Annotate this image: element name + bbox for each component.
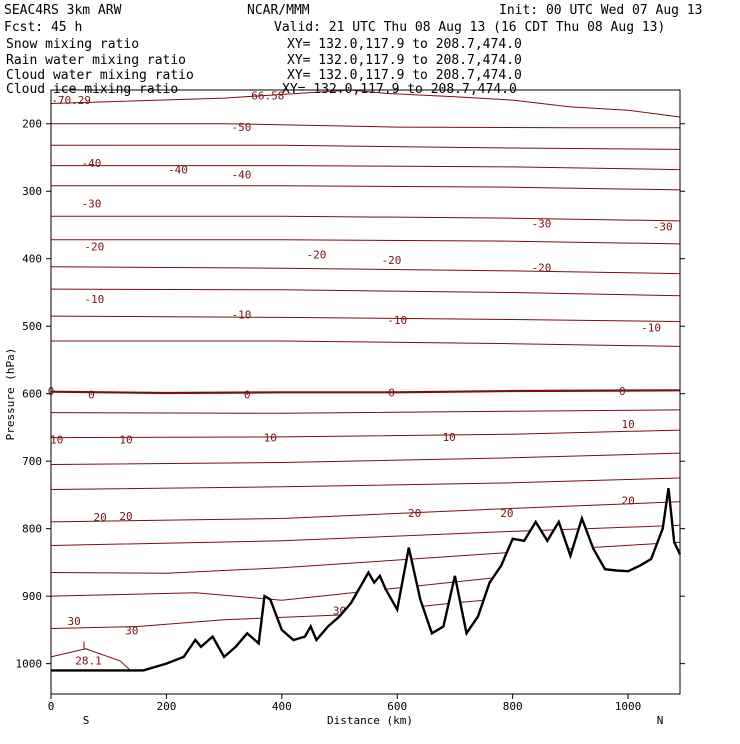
terrain-mask bbox=[51, 488, 680, 694]
x-tick-label: 400 bbox=[272, 700, 292, 713]
forecast-hour: Fcst: 45 h bbox=[4, 20, 82, 35]
x-axis-label: Distance (km) bbox=[327, 714, 413, 727]
contour-label: -10 bbox=[84, 293, 104, 306]
contour-label: 10 bbox=[443, 431, 456, 444]
x-tick-label: 0 bbox=[48, 700, 55, 713]
isotherm-line bbox=[50, 389, 681, 395]
contour-label: -10 bbox=[641, 322, 661, 335]
terrain-layer bbox=[51, 488, 682, 694]
contour-label: -70.29 bbox=[51, 94, 91, 107]
contour-label: 20 bbox=[93, 511, 106, 524]
isotherm-line bbox=[51, 239, 681, 245]
isotherm-line bbox=[50, 89, 681, 118]
y-tick-label: 500 bbox=[22, 320, 42, 333]
contour-label: 0 bbox=[88, 388, 95, 401]
field-name-snow: Snow mixing ratio bbox=[6, 37, 139, 52]
contour-label: 20 bbox=[408, 507, 421, 520]
contour-label: -40 bbox=[81, 157, 101, 170]
y-tick-label: 600 bbox=[22, 388, 42, 401]
valid-time: Valid: 21 UTC Thu 08 Aug 13 (16 CDT Thu … bbox=[274, 20, 665, 35]
contour-label: -30 bbox=[653, 220, 673, 233]
field-legend: Snow mixing ratio XY= 132.0,117.9 to 208… bbox=[6, 37, 522, 97]
org-label: NCAR/MMM bbox=[247, 3, 310, 18]
y-tick-label: 800 bbox=[22, 523, 42, 536]
isotherm-line bbox=[51, 123, 680, 129]
isotherm-line bbox=[50, 315, 681, 322]
isotherm-line bbox=[50, 429, 681, 439]
field-name-rain: Rain water mixing ratio bbox=[6, 53, 186, 68]
contour-label: 28.1 bbox=[75, 654, 102, 667]
init-time: Init: 00 UTC Wed 07 Aug 13 bbox=[499, 3, 703, 18]
x-tick-label: 1000 bbox=[615, 700, 642, 713]
y-tick-label: 400 bbox=[22, 253, 42, 266]
plot-frame bbox=[50, 89, 681, 695]
contour-label: 20 bbox=[119, 510, 132, 523]
field-xy-snow: XY= 132.0,117.9 to 208.7,474.0 bbox=[287, 37, 522, 52]
x-tick-label: 600 bbox=[387, 700, 407, 713]
isotherm-line bbox=[51, 185, 681, 191]
contour-label: -20 bbox=[382, 254, 402, 267]
contour-label: L bbox=[82, 639, 89, 652]
y-tick-label: 1000 bbox=[16, 658, 43, 671]
contour-label: -40 bbox=[168, 164, 188, 177]
x-tick-label: 800 bbox=[503, 700, 523, 713]
isotherm-line bbox=[51, 340, 681, 347]
isotherm-line bbox=[51, 215, 681, 222]
y-tick-label: 200 bbox=[22, 118, 42, 131]
isotherm-line bbox=[51, 165, 681, 171]
y-tick-label: 900 bbox=[22, 590, 42, 603]
isotherm-line bbox=[50, 409, 681, 414]
isotherm-line bbox=[50, 477, 681, 490]
y-axis-label: Pressure (hPa) bbox=[4, 348, 17, 441]
isotherm-line bbox=[51, 144, 681, 150]
contour-label: 0 bbox=[619, 385, 626, 398]
contour-label: -30 bbox=[532, 218, 552, 231]
contour-label: -50 bbox=[231, 121, 251, 134]
contour-label: 0 bbox=[244, 388, 251, 401]
contour-label: -66.58 bbox=[245, 89, 285, 102]
model-title: SEAC4RS 3km ARW bbox=[4, 3, 122, 18]
y-tick-label: 300 bbox=[22, 185, 42, 198]
isotherm-line bbox=[50, 501, 681, 523]
contour-label: 10 bbox=[119, 434, 132, 447]
field-name-cloud-water: Cloud water mixing ratio bbox=[6, 68, 194, 83]
contour-label: 10 bbox=[264, 432, 277, 445]
isotherm-line bbox=[50, 524, 681, 546]
contour-label-layer: -70.29 -66.58 -50 -40 -40 -40 -30 -30 -30 -20 -20 -… bbox=[48, 89, 673, 667]
contour-label: 30 bbox=[67, 615, 80, 628]
south-end-label: S bbox=[83, 714, 90, 727]
field-xy-rain: XY= 132.0,117.9 to 208.7,474.0 bbox=[287, 53, 522, 68]
contour-label: 20 bbox=[621, 494, 634, 507]
contour-label: -20 bbox=[532, 262, 552, 275]
x-tick-label: 200 bbox=[156, 700, 176, 713]
contour-label: -10 bbox=[387, 314, 407, 327]
contour-label: -20 bbox=[306, 249, 326, 262]
contour-label: 10 bbox=[621, 418, 634, 431]
contour-label: -20 bbox=[84, 241, 104, 254]
terrain-line bbox=[51, 488, 682, 672]
isotherm-layer bbox=[50, 89, 681, 673]
isotherm-line bbox=[50, 266, 681, 275]
field-xy-cloud-water: XY= 132.0,117.9 to 208.7,474.0 bbox=[287, 68, 522, 83]
north-end-label: N bbox=[657, 714, 664, 727]
isotherm-line bbox=[50, 648, 133, 673]
contour-label: 30 bbox=[125, 625, 138, 638]
contour-label: 0 bbox=[388, 386, 395, 399]
contour-label: 20 bbox=[500, 507, 513, 520]
contour-label: -30 bbox=[81, 197, 101, 210]
y-tick-label: 700 bbox=[22, 455, 42, 468]
contour-label: -10 bbox=[231, 309, 251, 322]
contour-label: -40 bbox=[231, 168, 251, 181]
isotherm-line bbox=[50, 288, 681, 297]
isotherm-line bbox=[50, 452, 681, 465]
contour-label: 10 bbox=[50, 434, 63, 447]
